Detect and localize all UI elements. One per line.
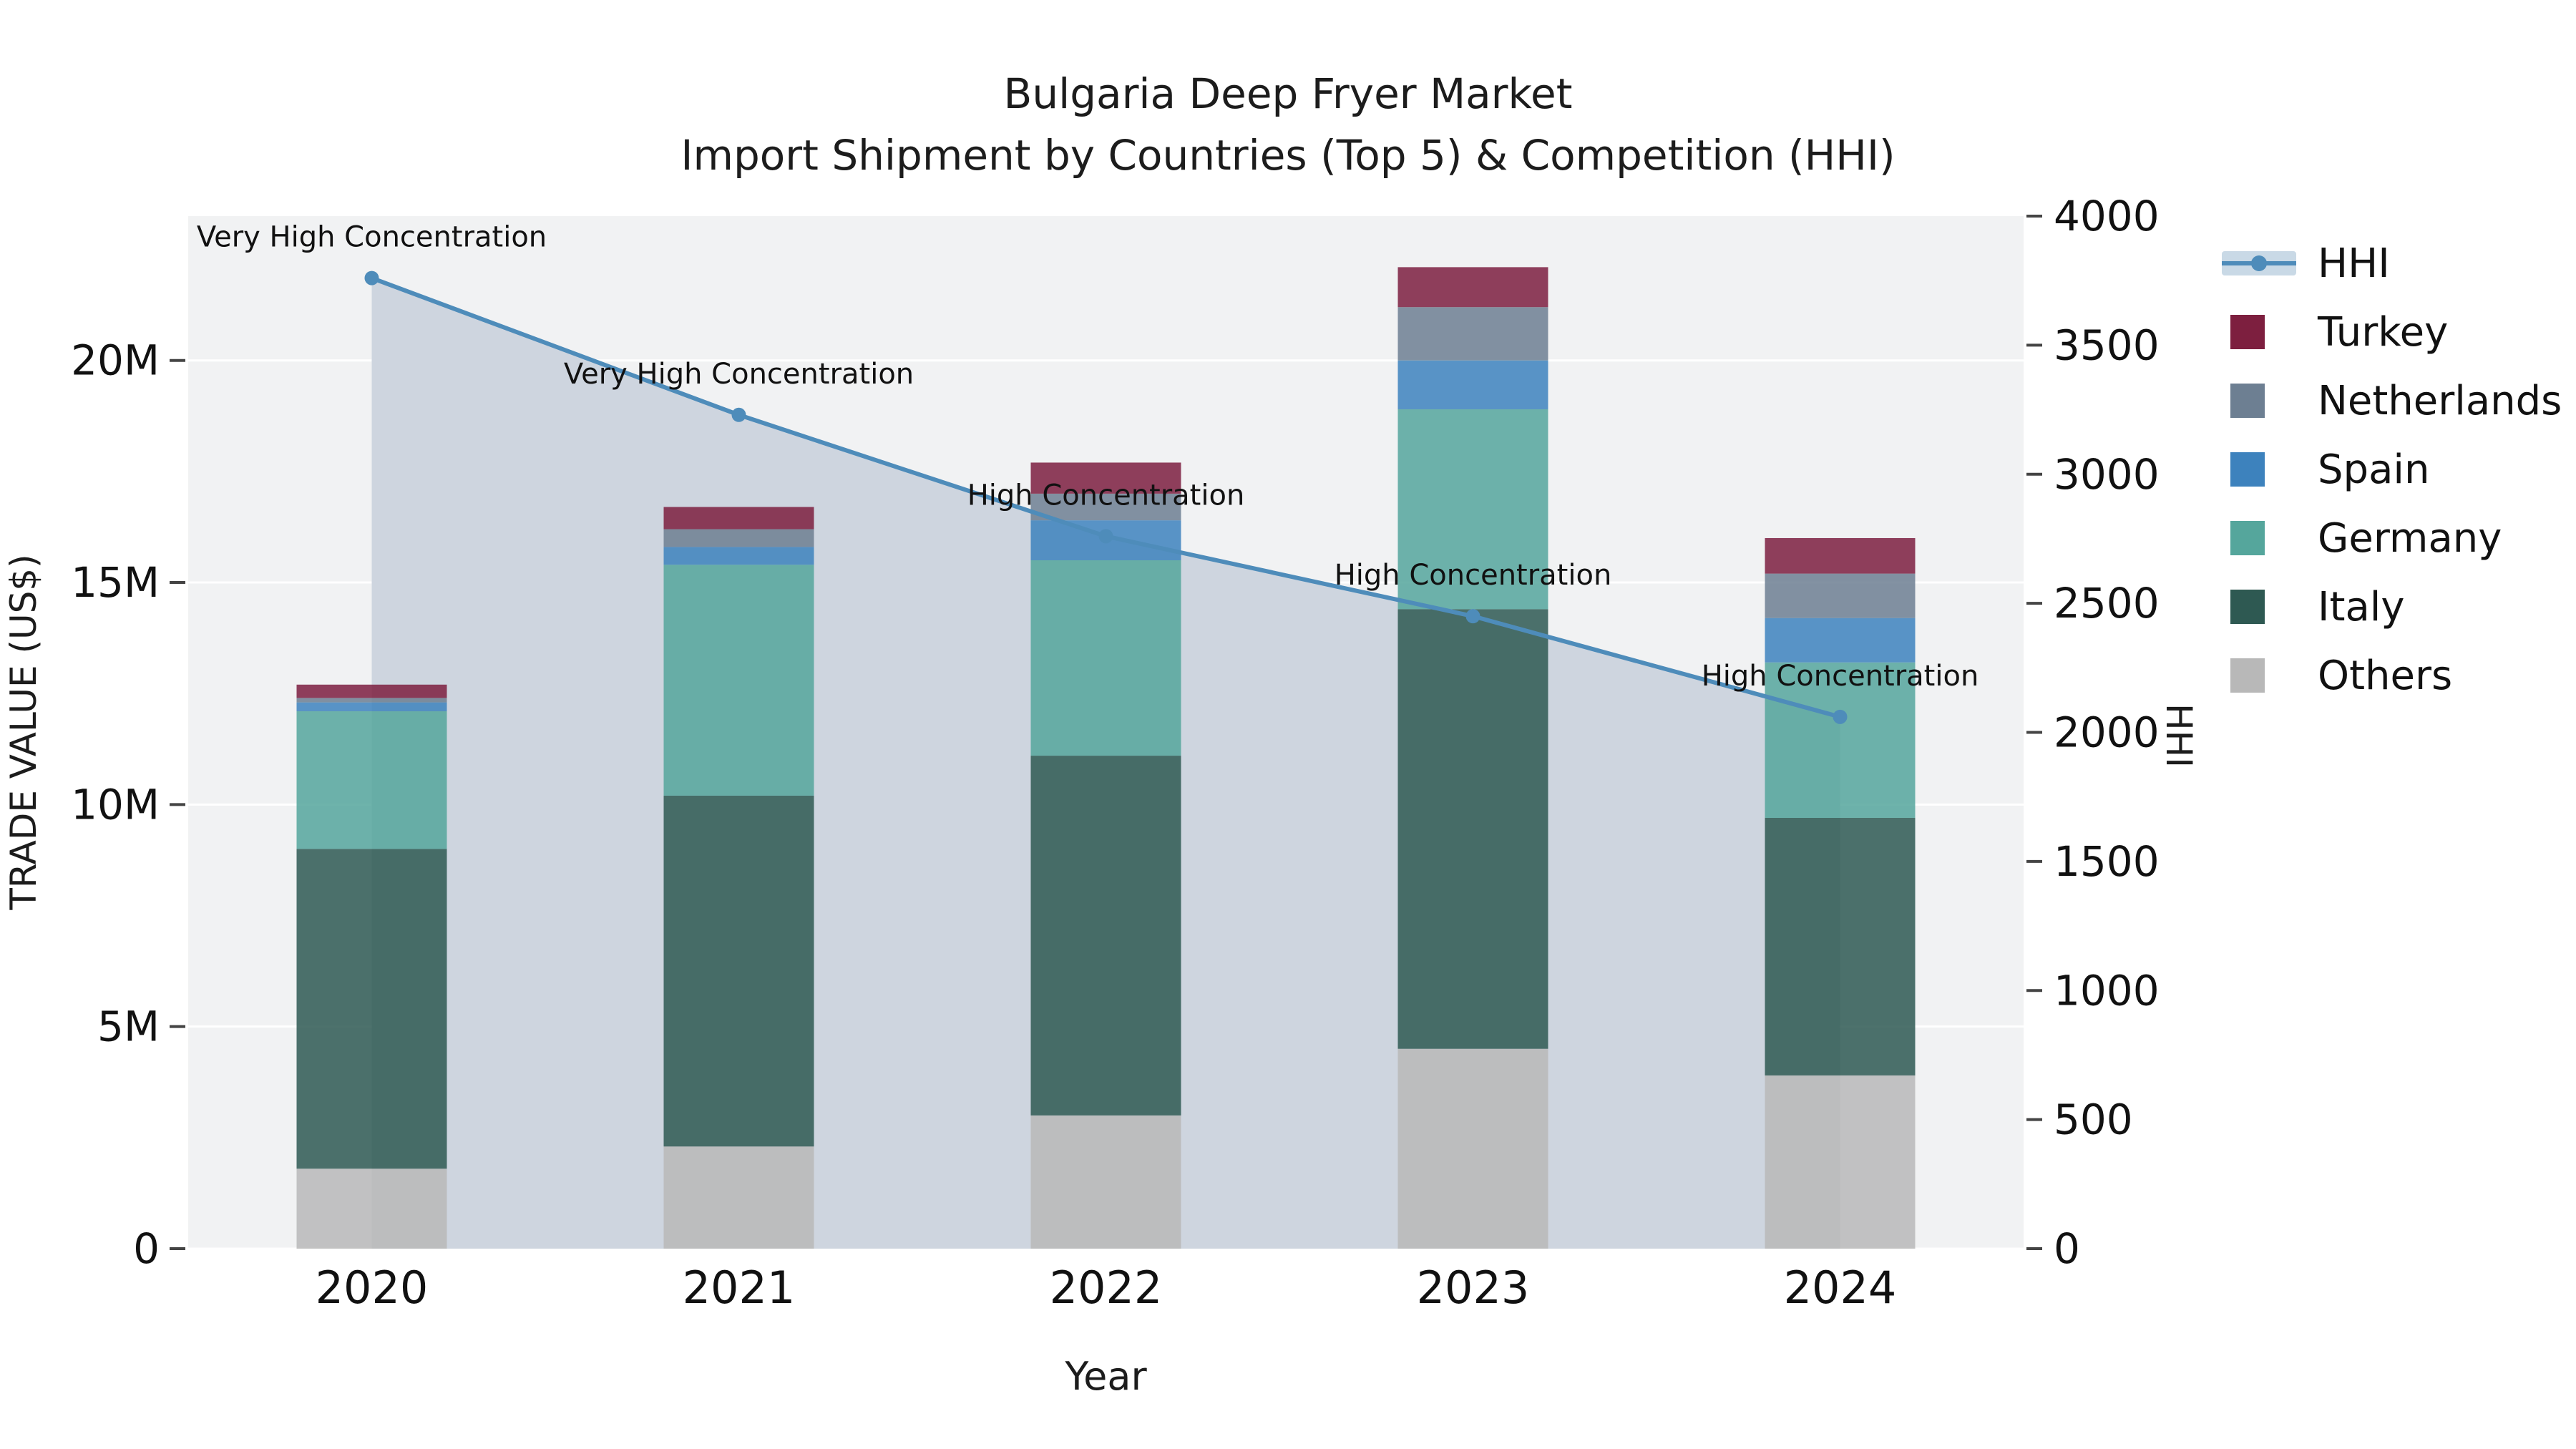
legend-item-hhi: HHI <box>2222 240 2562 287</box>
legend-item-germany: Germany <box>2222 514 2562 562</box>
others-color-swatch <box>2230 658 2265 693</box>
svg-text:Very High Concentration: Very High Concentration <box>564 358 914 391</box>
svg-text:1500: 1500 <box>2054 837 2160 886</box>
netherlands-color-swatch <box>2230 384 2265 418</box>
legend: HHI Turkey Netherlands Spain Germany Ita… <box>2222 240 2562 699</box>
spain-color-swatch <box>2230 452 2265 487</box>
svg-text:High Concentration: High Concentration <box>1335 559 1612 592</box>
legend-label-turkey: Turkey <box>2318 308 2449 356</box>
legend-item-italy: Italy <box>2222 583 2562 630</box>
svg-text:3000: 3000 <box>2054 450 2160 499</box>
svg-text:2000: 2000 <box>2054 708 2160 757</box>
svg-text:2021: 2021 <box>683 1262 796 1314</box>
hhi-line-swatch <box>2222 251 2296 275</box>
germany-color-swatch <box>2230 521 2265 555</box>
chart-title-line2: Import Shipment by Countries (Top 5) & C… <box>680 131 1896 180</box>
legend-item-turkey: Turkey <box>2222 308 2562 356</box>
y-left-axis-title: TRADE VALUE (US$) <box>3 554 44 910</box>
svg-text:3500: 3500 <box>2054 321 2160 369</box>
legend-item-spain: Spain <box>2222 446 2562 493</box>
italy-color-swatch <box>2230 590 2265 624</box>
turkey-color-swatch <box>2230 315 2265 349</box>
y-right-axis-title: HHI <box>2158 703 2200 768</box>
svg-text:2500: 2500 <box>2054 579 2160 628</box>
svg-text:0: 0 <box>2054 1224 2080 1273</box>
svg-text:2024: 2024 <box>1784 1262 1897 1314</box>
svg-text:4000: 4000 <box>2054 192 2160 240</box>
svg-text:15M: 15M <box>71 558 160 607</box>
legend-label-spain: Spain <box>2318 446 2430 493</box>
chart-title-line1: Bulgaria Deep Fryer Market <box>1003 69 1573 118</box>
legend-label-germany: Germany <box>2318 514 2502 562</box>
x-axis-title: Year <box>1065 1354 1147 1399</box>
svg-text:20M: 20M <box>71 336 160 385</box>
svg-text:High Concentration: High Concentration <box>1702 660 1979 693</box>
svg-text:500: 500 <box>2054 1096 2133 1144</box>
legend-label-others: Others <box>2318 652 2453 699</box>
svg-text:Very High Concentration: Very High Concentration <box>197 221 547 254</box>
svg-text:2020: 2020 <box>316 1262 429 1314</box>
svg-text:5M: 5M <box>97 1002 160 1051</box>
legend-item-netherlands: Netherlands <box>2222 377 2562 424</box>
legend-label-netherlands: Netherlands <box>2318 377 2562 424</box>
legend-item-others: Others <box>2222 652 2562 699</box>
svg-text:2022: 2022 <box>1050 1262 1163 1314</box>
svg-text:1000: 1000 <box>2054 966 2160 1015</box>
legend-label-italy: Italy <box>2318 583 2405 630</box>
svg-text:2023: 2023 <box>1417 1262 1530 1314</box>
svg-text:High Concentration: High Concentration <box>967 479 1245 512</box>
svg-text:0: 0 <box>133 1224 160 1273</box>
chart-title: Bulgaria Deep Fryer Market Import Shipme… <box>0 63 2576 186</box>
legend-label-hhi: HHI <box>2318 240 2390 287</box>
svg-text:10M: 10M <box>71 780 160 829</box>
